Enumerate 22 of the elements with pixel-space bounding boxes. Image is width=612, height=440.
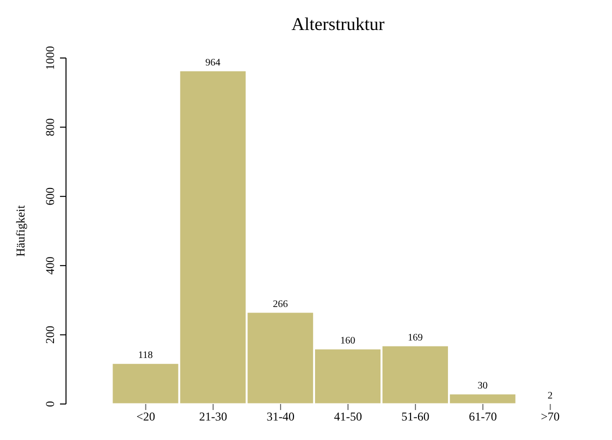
x-tick-label: 21-30 [199, 410, 228, 424]
data-label: 169 [408, 332, 423, 344]
y-tick-label: 400 [43, 256, 57, 275]
data-label: 160 [340, 336, 356, 347]
y-tick-label: 800 [43, 118, 57, 136]
data-label: 964 [205, 57, 220, 68]
y-tick-label: 0 [43, 401, 57, 407]
y-axis-title: Häufigkeit [13, 204, 28, 257]
data-label: 118 [138, 350, 153, 362]
data-label: 30 [478, 380, 488, 392]
data-label: 266 [272, 298, 288, 310]
x-tick-label: 61-70 [468, 410, 497, 424]
x-tick-label: <20 [136, 410, 156, 424]
y-tick-label: 1000 [43, 46, 57, 70]
y-tick-label: 600 [43, 187, 57, 206]
y-tick-label: 200 [43, 326, 57, 344]
x-tick-label: 41-50 [334, 410, 362, 424]
x-tick-label: 51-60 [401, 410, 430, 424]
x-tick-label: >70 [540, 410, 560, 424]
data-label: 2 [548, 390, 553, 402]
chart-title: Alterstruktur [290, 14, 386, 35]
x-tick-label: 31-40 [266, 410, 295, 424]
